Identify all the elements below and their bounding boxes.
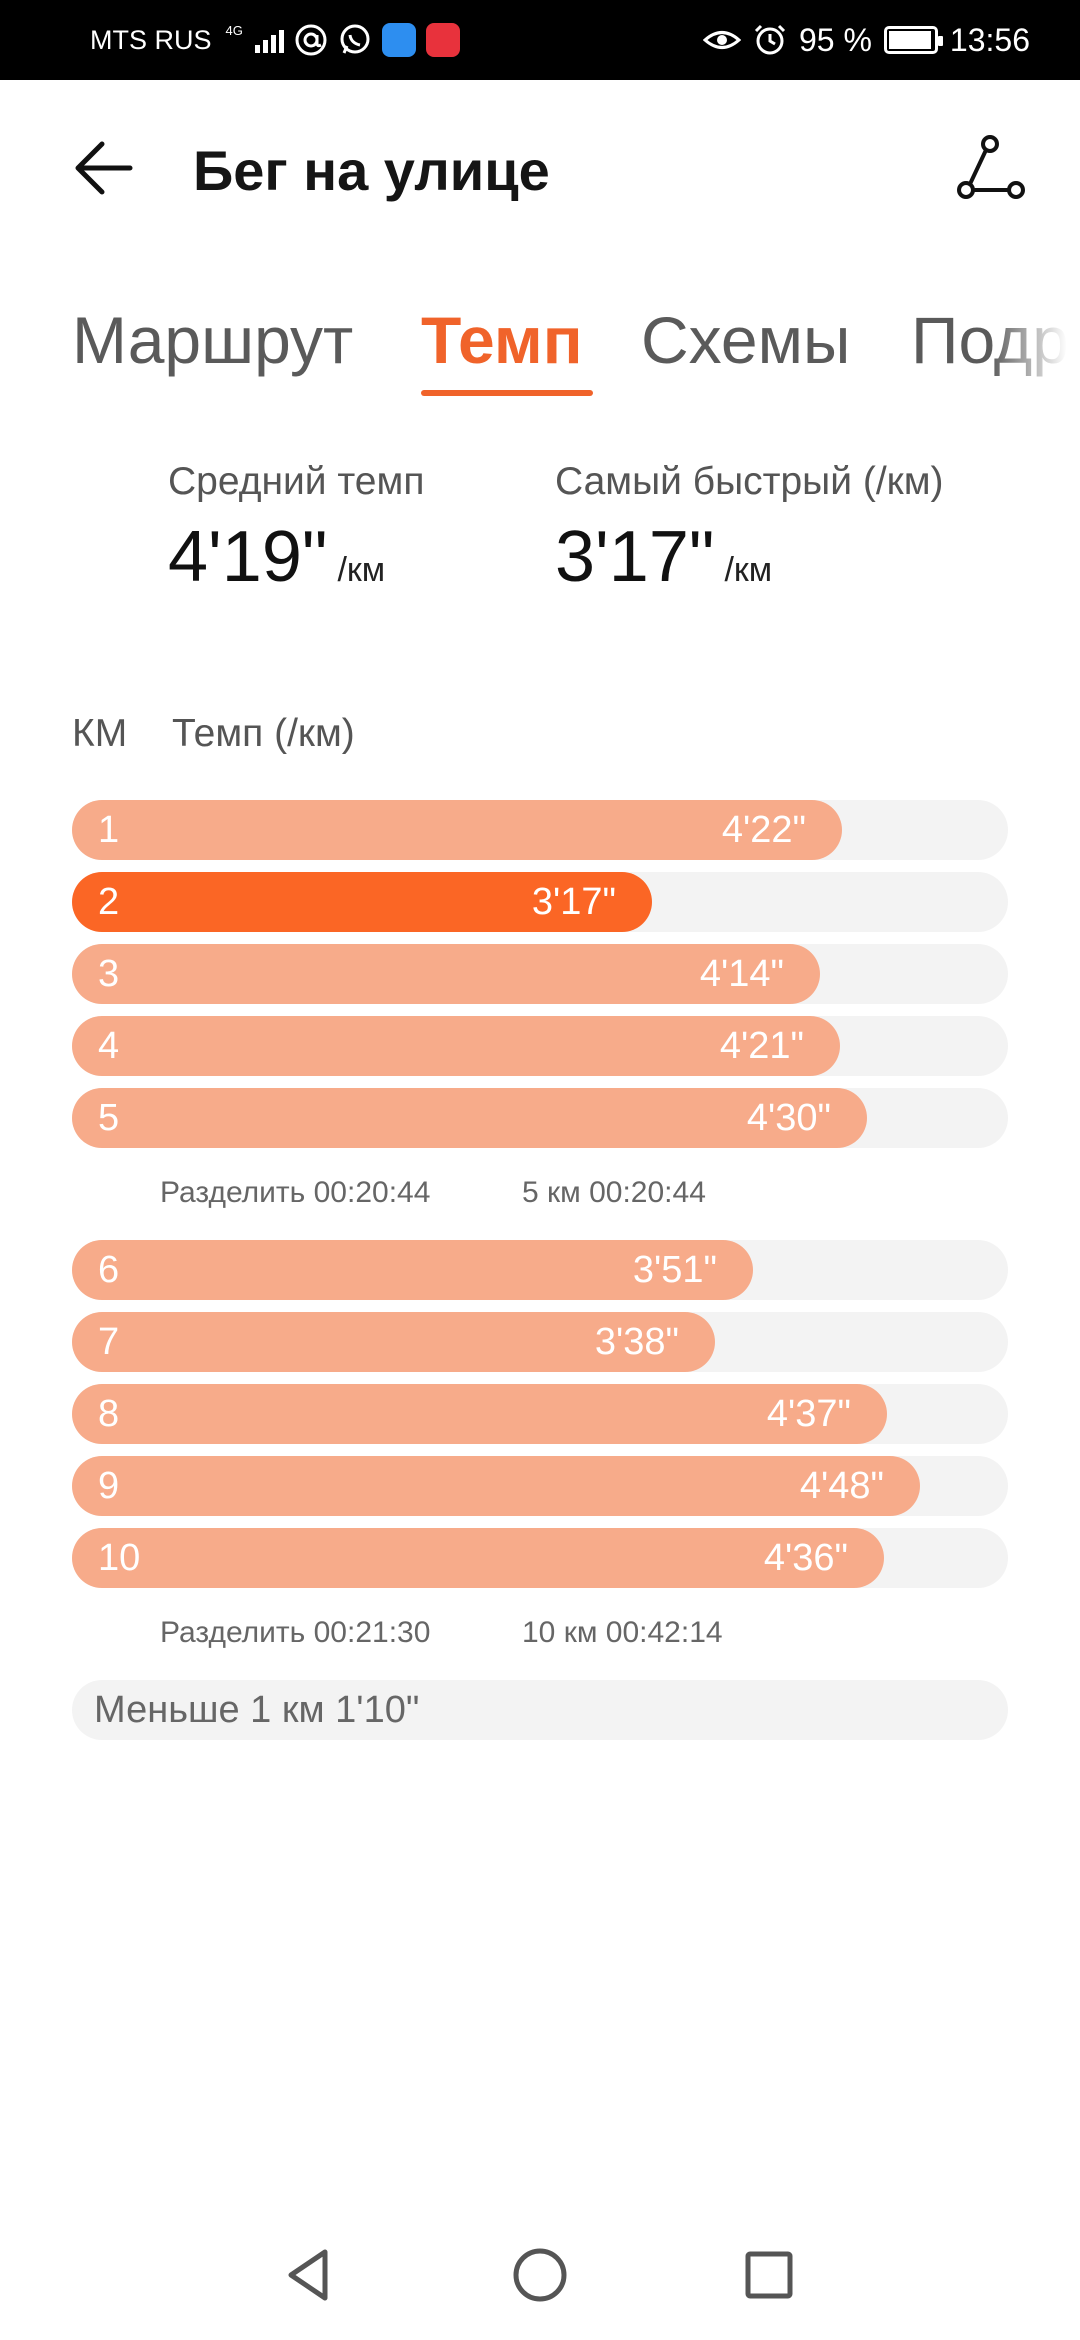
split-bar: 3 4'14" [72,944,820,1004]
km-column-label: КМ [72,712,128,755]
split-bar: 2 3'17" [72,872,652,932]
split-km-label: 10 [98,1537,141,1579]
split-time-label: Разделить 00:21:30 [160,1616,431,1649]
home-circle-icon[interactable] [495,2230,585,2320]
route-icon[interactable] [950,128,1030,208]
fastest-pace-unit: /км [724,551,773,589]
split-km-label: 5 [98,1097,120,1139]
split-bar: 4 4'21" [72,1016,840,1076]
tab-charts[interactable]: Схемы [641,303,851,377]
tab-overflow-fade [990,270,1080,410]
avg-pace-value: 4'19" [168,517,328,597]
split-pace-label: 4'14" [699,953,784,995]
avg-pace-value-row: 4'19"/км [168,516,424,598]
fastest-pace-stat: Самый быстрый (/км) 3'17"/км [555,460,944,598]
network-type: 4G [225,22,243,38]
split-row-km-4: 4 4'21" [72,1016,1008,1076]
split-pace-label: 3'38" [594,1321,679,1363]
split-bar: 1 4'22" [72,800,842,860]
system-nav-bar [0,2210,1080,2340]
battery-icon [883,26,943,54]
tab-active-indicator [421,390,593,396]
tab-route[interactable]: Маршрут [72,303,354,377]
split-pace-label: 4'48" [799,1465,884,1507]
split-row-km-2: 2 3'17" [72,872,1008,932]
split-bar: 5 4'30" [72,1088,867,1148]
page-title: Бег на улице [193,139,550,202]
split-pace-label: 3'17" [531,881,616,923]
whatsapp-icon [340,24,370,54]
split-row-km-9: 9 4'48" [72,1456,1008,1516]
split-km-label: 2 [98,881,120,923]
split-bar: 6 3'51" [72,1240,753,1300]
remainder-row: Меньше 1 км 1'10" [72,1680,1008,1740]
fastest-pace-label: Самый быстрый (/км) [555,460,944,503]
status-left: MTS RUS 4G [90,0,460,80]
split-km-label: 3 [98,953,120,995]
status-right: 95 % 13:56 [702,0,1030,80]
split-bar: 9 4'48" [72,1456,920,1516]
avg-pace-unit: /км [337,551,386,589]
arrow-left-icon[interactable] [68,128,148,208]
carrier-name: MTS RUS [90,24,212,55]
eye-comfort-icon [702,31,741,49]
split-row-km-6: 6 3'51" [72,1240,1008,1300]
avg-pace-stat: Средний темп 4'19"/км [168,460,424,598]
battery-percent: 95 % [798,21,872,58]
at-icon [295,24,327,56]
split-row-km-5: 5 4'30" [72,1088,1008,1148]
fastest-pace-value: 3'17" [555,517,715,597]
split-pace-label: 4'30" [746,1097,831,1139]
back-triangle-icon[interactable] [263,2230,353,2320]
messenger-icon [381,23,416,57]
remainder-label: Меньше 1 км 1'10" [94,1689,420,1731]
split-pace-label: 4'36" [763,1537,848,1579]
split-bar: 10 4'36" [72,1528,884,1588]
split-pace-label: 4'37" [766,1393,851,1435]
huawei-store-icon [425,23,460,57]
split-time-label: Разделить 00:20:44 [160,1176,431,1209]
split-row-km-1: 1 4'22" [72,800,1008,860]
split-pace-label: 4'22" [721,809,806,851]
status-bar: MTS RUS 4G 95 % 13:56 [0,0,1080,80]
split-km-label: 7 [98,1321,120,1363]
signal-icon [254,27,284,53]
split-row-km-7: 7 3'38" [72,1312,1008,1372]
clock: 13:56 [949,21,1030,58]
split-pace-label: 3'51" [632,1249,717,1291]
split-row-km-8: 8 4'37" [72,1384,1008,1444]
split-km-label: 4 [98,1025,120,1067]
split-row-km-10: 10 4'36" [72,1528,1008,1588]
split-km-label: 1 [98,809,120,851]
tab-bar: Маршрут Темп Схемы Подробности [0,270,1080,410]
split-km-label: 9 [98,1465,120,1507]
split-km-label: 6 [98,1249,120,1291]
split-pace-label: 4'21" [719,1025,804,1067]
avg-pace-label: Средний темп [168,460,425,503]
split-km-label: 8 [98,1393,120,1435]
split-row-km-3: 3 4'14" [72,944,1008,1004]
tab-pace[interactable]: Темп [421,303,583,377]
pace-column-label: Темп (/км) [172,712,355,755]
pace-summary: Средний темп 4'19"/км Самый быстрый (/км… [0,460,1080,630]
fastest-pace-value-row: 3'17"/км [555,516,944,598]
alarm-icon [754,24,786,55]
cumulative-time-label: 10 км 00:42:14 [522,1616,723,1649]
app-header: Бег на улице [0,80,1080,256]
cumulative-time-label: 5 км 00:20:44 [522,1176,706,1209]
recents-square-icon[interactable] [724,2230,814,2320]
split-bar: 8 4'37" [72,1384,887,1444]
split-bar: 7 3'38" [72,1312,715,1372]
